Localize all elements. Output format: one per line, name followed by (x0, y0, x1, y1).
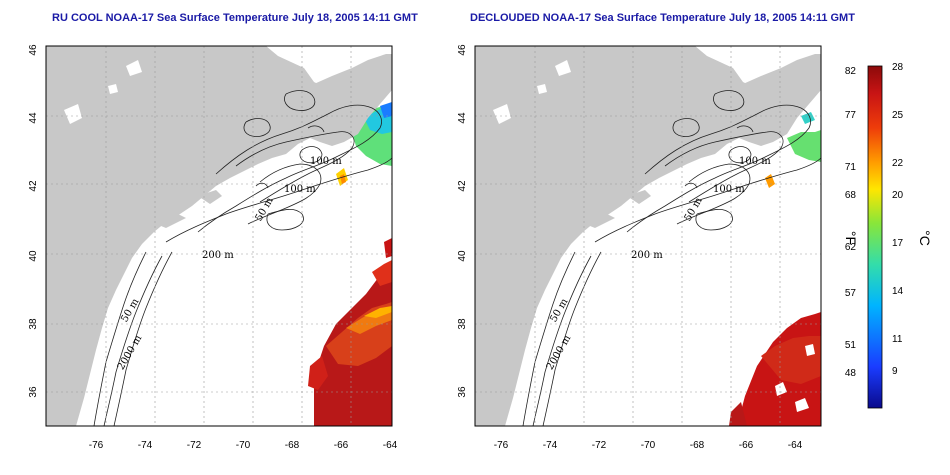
colorbar-f-label: 51 (845, 340, 857, 351)
y-tick-label: 36 (457, 386, 468, 398)
x-tick-label: -74 (543, 440, 558, 451)
panel-title-left: RU COOL NOAA-17 Sea Surface Temperature … (52, 12, 418, 24)
y-tick-label: 40 (457, 250, 468, 262)
x-tick-label: -72 (592, 440, 607, 451)
x-axis-right: -76 -74 -72 -70 -68 -66 -64 (494, 440, 803, 451)
x-axis-left: -76 -74 -72 -70 -68 -66 -64 (89, 440, 398, 451)
x-tick-label: -76 (89, 440, 104, 451)
x-tick-label: -76 (494, 440, 509, 451)
contour-label: 100 m (739, 156, 771, 167)
x-tick-label: -70 (641, 440, 656, 451)
y-tick-label: 44 (457, 112, 468, 124)
colorbar: 82 77 71 68 62 57 51 48 28 25 22 20 17 1… (843, 62, 933, 409)
y-tick-label: 44 (28, 112, 39, 124)
x-tick-label: -66 (334, 440, 349, 451)
y-tick-label: 40 (28, 250, 39, 262)
colorbar-c-label: 22 (892, 158, 904, 169)
colorbar-c-label: 9 (892, 366, 898, 377)
contour-label: 100 m (310, 156, 342, 167)
colorbar-f-label: 48 (845, 368, 857, 379)
colorbar-ramp (867, 65, 883, 409)
colorbar-c-label: 28 (892, 62, 904, 73)
y-tick-label: 46 (28, 44, 39, 56)
contour-label: 200 m (202, 250, 234, 261)
y-tick-label: 38 (457, 318, 468, 330)
colorbar-f-label: 57 (845, 288, 857, 299)
colorbar-f-label: 68 (845, 190, 857, 201)
colorbar-unit-f: °F (843, 231, 859, 245)
colorbar-f-label: 77 (845, 110, 857, 121)
x-tick-label: -68 (690, 440, 705, 451)
colorbar-f-label: 71 (845, 162, 857, 173)
colorbar-unit-c: °C (917, 230, 933, 246)
colorbar-c-label: 25 (892, 110, 904, 121)
colorbar-c-label: 17 (892, 238, 904, 249)
y-axis-left: 46 44 42 40 38 36 (28, 44, 39, 398)
y-tick-label: 42 (457, 180, 468, 192)
colorbar-f-label: 62 (845, 242, 857, 253)
x-tick-label: -64 (383, 440, 398, 451)
map-panel-left: 100 m 100 m 50 m 200 m 50 m 2000 m (45, 45, 393, 427)
x-tick-label: -70 (236, 440, 251, 451)
y-tick-label: 42 (28, 180, 39, 192)
panel-title-right: DECLOUDED NOAA-17 Sea Surface Temperatur… (470, 12, 855, 24)
x-tick-label: -64 (788, 440, 803, 451)
contour-label: 100 m (284, 184, 316, 195)
sst-field-right (729, 112, 821, 426)
contour-label: 200 m (631, 250, 663, 261)
colorbar-c-label: 11 (892, 334, 903, 345)
y-tick-label: 38 (28, 318, 39, 330)
x-tick-label: -72 (187, 440, 202, 451)
x-tick-label: -74 (138, 440, 153, 451)
y-tick-label: 46 (457, 44, 468, 56)
colorbar-f-label: 82 (845, 66, 857, 77)
x-tick-label: -66 (739, 440, 754, 451)
contour-label: 100 m (713, 184, 745, 195)
colorbar-c-label: 14 (892, 286, 904, 297)
map-panel-right: 100 m 100 m 50 m 200 m 50 m 2000 m (474, 45, 822, 427)
y-axis-right: 46 44 42 40 38 36 (457, 44, 468, 398)
y-tick-label: 36 (28, 386, 39, 398)
x-tick-label: -68 (285, 440, 300, 451)
colorbar-c-label: 20 (892, 190, 904, 201)
